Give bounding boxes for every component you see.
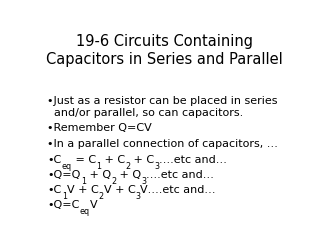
Text: 3: 3 bbox=[135, 192, 140, 201]
Text: + Q: + Q bbox=[86, 170, 111, 180]
Text: 1: 1 bbox=[96, 162, 101, 171]
Text: •C: •C bbox=[47, 155, 62, 165]
Text: 3: 3 bbox=[141, 177, 146, 186]
Text: V….etc and…: V….etc and… bbox=[140, 185, 216, 195]
Text: •Q=Q: •Q=Q bbox=[47, 170, 81, 180]
Text: 1: 1 bbox=[81, 177, 86, 186]
Text: = C: = C bbox=[72, 155, 96, 165]
Text: ….etc and…: ….etc and… bbox=[159, 155, 227, 165]
Text: eq: eq bbox=[80, 207, 90, 216]
Text: V + C: V + C bbox=[67, 185, 99, 195]
Text: ….etc and…: ….etc and… bbox=[146, 170, 214, 180]
Text: + Q: + Q bbox=[116, 170, 141, 180]
Text: V + C: V + C bbox=[104, 185, 135, 195]
Text: + C: + C bbox=[101, 155, 125, 165]
Text: + C: + C bbox=[130, 155, 154, 165]
Text: 3: 3 bbox=[154, 162, 159, 171]
Text: V: V bbox=[90, 200, 98, 210]
Text: 2: 2 bbox=[99, 192, 104, 201]
Text: •Q=C: •Q=C bbox=[47, 200, 80, 210]
Text: •In a parallel connection of capacitors, …: •In a parallel connection of capacitors,… bbox=[47, 139, 278, 149]
Text: 1: 1 bbox=[62, 192, 67, 201]
Text: 2: 2 bbox=[111, 177, 116, 186]
Text: •Just as a resistor can be placed in series
  and/or parallel, so can capacitors: •Just as a resistor can be placed in ser… bbox=[47, 96, 278, 118]
Text: •Remember Q=CV: •Remember Q=CV bbox=[47, 123, 152, 133]
Text: eq: eq bbox=[62, 162, 72, 171]
Text: 19-6 Circuits Containing
Capacitors in Series and Parallel: 19-6 Circuits Containing Capacitors in S… bbox=[46, 34, 282, 67]
Text: •C: •C bbox=[47, 185, 62, 195]
Text: 2: 2 bbox=[125, 162, 130, 171]
